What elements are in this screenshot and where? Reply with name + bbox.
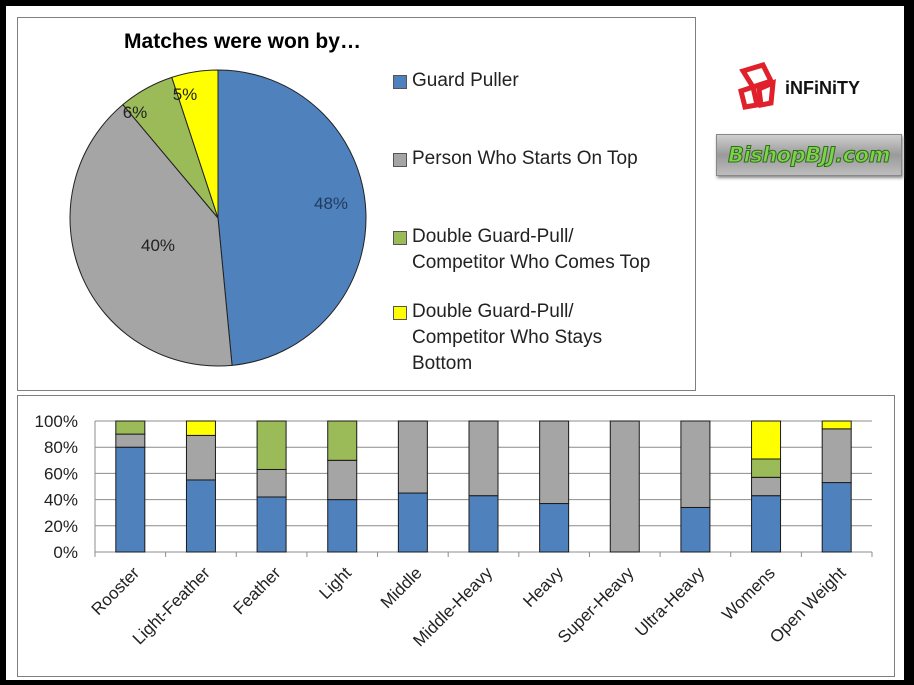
x-category-label: Middle <box>377 563 426 612</box>
bar-stack <box>609 420 640 553</box>
bar-segment <box>751 458 782 478</box>
legend-label: Person Who Starts On Top <box>412 148 638 169</box>
x-category-label: Ultra-Heavy <box>631 563 708 640</box>
bar-segment <box>115 420 146 435</box>
bar-segment <box>185 479 216 553</box>
bar-segment <box>468 420 499 497</box>
pie-chart: 48% 40% 6% 5% <box>69 69 367 367</box>
bar-stack <box>821 420 852 553</box>
x-category-label: Feather <box>230 563 285 618</box>
y-tick-label: 40% <box>44 491 78 510</box>
bar-segment <box>327 459 358 501</box>
bar-segment <box>609 420 640 553</box>
pie-data-label: 6% <box>123 103 148 122</box>
legend-item: Person Who Starts On Top <box>393 146 638 172</box>
bar-stack <box>680 420 711 553</box>
bar-segment <box>115 433 146 448</box>
infinity-logo: iNFiNiTY <box>733 61 878 111</box>
bar-stack <box>468 420 499 553</box>
bar-stack <box>256 420 287 553</box>
bar-segment <box>327 420 358 461</box>
legend-item: Double Guard-Pull/Competitor Who Comes T… <box>393 224 650 276</box>
x-category-label: Super-Heavy <box>554 563 638 647</box>
bar-segment <box>327 499 358 553</box>
pie-slice <box>69 103 233 367</box>
bar-segment <box>256 468 287 498</box>
legend-swatch <box>393 231 407 245</box>
pie-chart-panel: Matches were won by… 48% 40% 6% 5% Guard Pu… <box>17 17 696 391</box>
bar-segment <box>821 482 852 553</box>
bar-stack <box>327 420 358 553</box>
bar-segment <box>115 446 146 553</box>
bar-stack <box>539 420 570 553</box>
bar-segment <box>751 420 782 460</box>
legend-swatch <box>393 75 407 89</box>
bar-segment <box>751 495 782 553</box>
bar-segment <box>539 503 570 553</box>
y-tick-label: 80% <box>44 438 78 457</box>
legend-label: Double Guard-Pull/Competitor Who Stays Bo… <box>412 301 603 374</box>
bar-stack <box>115 420 146 553</box>
bar-stack <box>185 420 216 553</box>
legend-item: Guard Puller <box>393 68 519 94</box>
bar-segment <box>539 420 570 505</box>
x-category-label: Light <box>316 563 356 603</box>
bar-stack <box>397 420 428 553</box>
pie-data-label: 40% <box>141 236 175 255</box>
infinity-emblem-icon: iNFiNiTY <box>738 62 860 110</box>
y-tick-label: 60% <box>44 464 78 483</box>
bar-segment <box>468 495 499 553</box>
legend-swatch <box>393 153 407 167</box>
bar-segment <box>821 428 852 484</box>
legend-swatch <box>393 306 407 320</box>
y-tick-label: 0% <box>53 543 78 562</box>
pie-slice <box>217 69 367 366</box>
bar-segment <box>397 492 428 553</box>
x-category-label: Rooster <box>88 563 144 619</box>
bar-segment <box>680 420 711 508</box>
y-tick-label: 20% <box>44 517 78 536</box>
svg-text:iNFiNiTY: iNFiNiTY <box>785 78 860 98</box>
legend-label: Guard Puller <box>412 70 519 91</box>
x-category-label: Womens <box>718 563 779 624</box>
y-tick-label: 100% <box>35 412 78 431</box>
pie-chart-title: Matches were won by… <box>124 30 361 53</box>
bishopbjj-logo: BishopBJJ.com <box>716 134 902 176</box>
bar-segment <box>185 420 216 436</box>
x-category-label: Open Weight <box>766 563 850 647</box>
bar-stack <box>751 420 782 553</box>
pie-slice <box>171 69 219 219</box>
stacked-bar-chart-panel: 0% 20% 40% 60% 80% 100% Rooster Light-Feather Fe… <box>17 395 895 677</box>
pie-data-label: 48% <box>314 194 348 213</box>
bar-segment <box>256 420 287 470</box>
bar-segment <box>821 420 852 430</box>
bar-segment <box>680 506 711 553</box>
bar-segment <box>185 434 216 481</box>
bar-segment <box>751 476 782 497</box>
x-category-label: Heavy <box>519 563 567 611</box>
pie-data-label: 5% <box>173 85 198 104</box>
legend-label: Double Guard-Pull/Competitor Who Comes T… <box>412 226 651 273</box>
bar-segment <box>256 496 287 553</box>
legend-item: Double Guard-Pull/Competitor Who Stays Bo… <box>393 299 602 377</box>
bar-segment <box>397 420 428 494</box>
